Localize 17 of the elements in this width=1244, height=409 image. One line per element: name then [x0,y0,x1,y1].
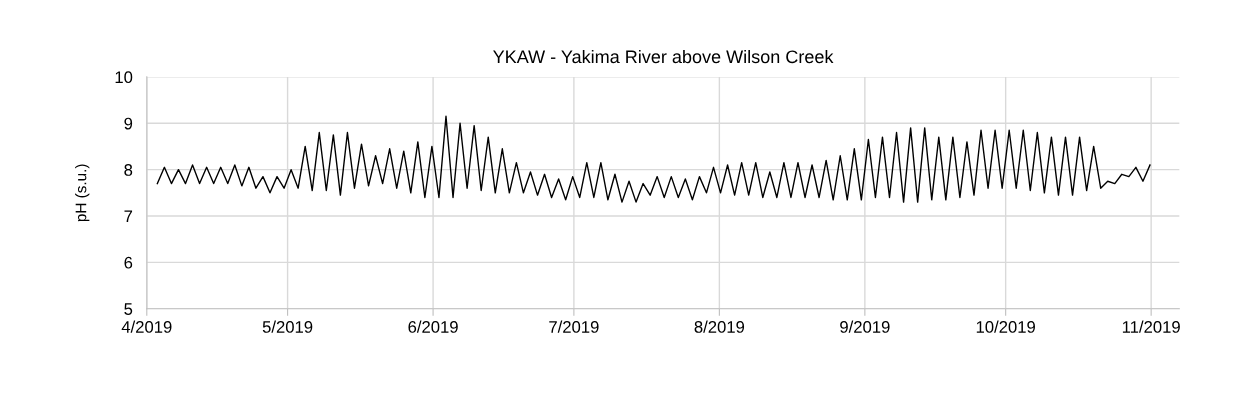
x-tick-label: 9/2019 [840,320,890,333]
x-tick-label: 11/2019 [1122,320,1180,333]
x-tick-label: 10/2019 [976,320,1035,333]
x-tick-label: 5/2019 [262,320,313,333]
x-tick-label: 4/2019 [121,320,172,333]
y-tick-label: 6 [124,256,133,269]
y-axis-title: pH (s.u.) [75,164,90,222]
x-tick-label: 7/2019 [549,320,599,333]
y-tick-label: 10 [115,71,133,84]
x-tick-label: 6/2019 [408,320,458,333]
line-series [156,115,1151,203]
y-tick-label: 7 [124,210,133,223]
y-tick-label: 9 [124,117,133,130]
y-tick-label: 5 [124,303,133,315]
x-tick-label: 8/2019 [694,320,745,333]
y-tick-label: 8 [124,164,133,176]
chart-title: YKAW - Yakima River above Wilson Creek [493,49,834,64]
